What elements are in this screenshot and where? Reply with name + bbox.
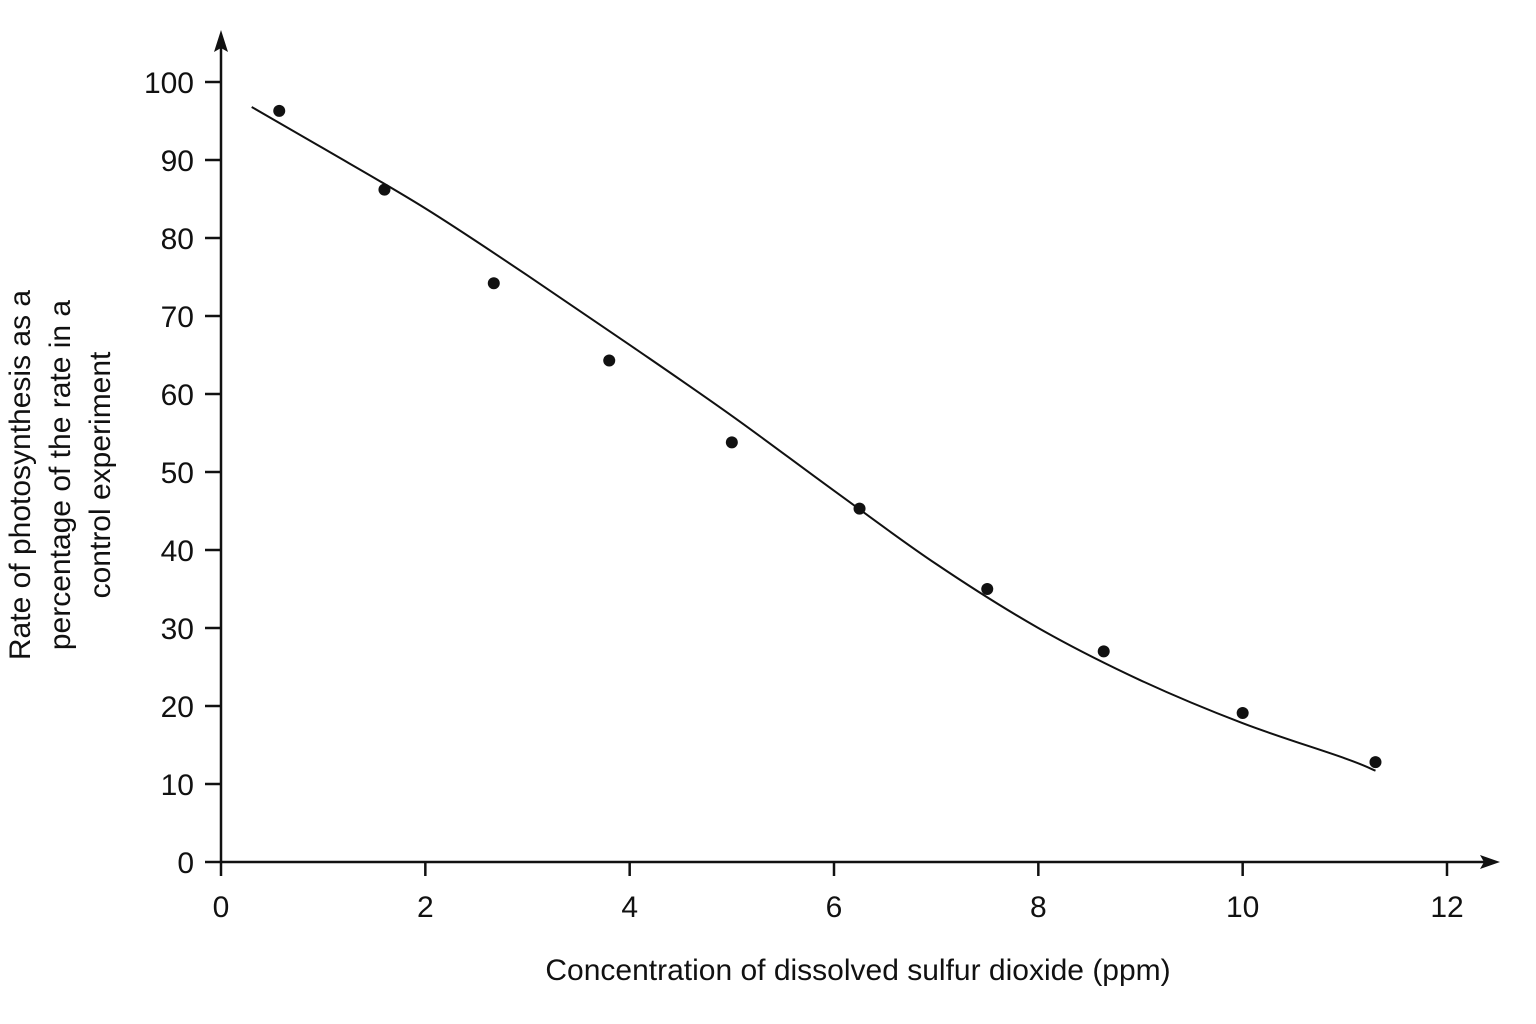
y-tick-label: 0: [177, 847, 194, 880]
data-point: [1097, 645, 1110, 658]
x-tick-label: 10: [1226, 891, 1259, 924]
x-tick-label: 0: [213, 891, 230, 924]
x-tick-label: 12: [1430, 891, 1463, 924]
x-tick-label: 2: [417, 891, 434, 924]
best-fit-curve: [251, 106, 1376, 772]
data-point: [981, 583, 994, 595]
x-axis-ticks: 0 2 4 6 8 10 12: [213, 862, 1464, 924]
y-tick-label: 100: [144, 67, 194, 100]
data-point: [725, 436, 738, 449]
y-axis-title: Rate of photosynthesis as a percentage of…: [4, 290, 117, 661]
y-tick-label: 80: [161, 223, 194, 256]
y-tick-label: 50: [161, 457, 194, 490]
y-axis-title-line: control experiment: [84, 351, 117, 598]
data-point: [378, 183, 391, 196]
x-tick-label: 8: [1030, 891, 1047, 924]
x-axis-arrow: [1480, 855, 1500, 869]
y-tick-label: 10: [161, 769, 194, 802]
y-axis-title-line: percentage of the rate in a: [44, 300, 77, 651]
y-axis-ticks: 0 10 20 30 40 50 60 70 80 90 100: [144, 67, 221, 880]
y-tick-label: 70: [161, 301, 194, 334]
y-tick-label: 20: [161, 691, 194, 724]
data-point: [1369, 756, 1382, 769]
y-tick-label: 30: [161, 613, 194, 646]
best-fit-curve-layer: [251, 106, 1376, 772]
y-axis-title-line: Rate of photosynthesis as a: [4, 290, 37, 661]
y-tick-label: 40: [161, 535, 194, 568]
data-point: [1236, 707, 1249, 720]
data-point: [273, 104, 286, 117]
x-tick-label: 6: [826, 891, 843, 924]
data-point: [603, 354, 616, 367]
y-axis-arrow: [214, 30, 228, 52]
data-point: [853, 502, 866, 515]
data-points-layer: [273, 104, 1382, 769]
axes: [214, 30, 1500, 869]
y-tick-label: 60: [161, 379, 194, 412]
data-point: [487, 277, 500, 290]
x-tick-label: 4: [621, 891, 638, 924]
x-axis-title: Concentration of dissolved sulfur dioxid…: [545, 954, 1170, 987]
y-tick-label: 90: [161, 145, 194, 178]
